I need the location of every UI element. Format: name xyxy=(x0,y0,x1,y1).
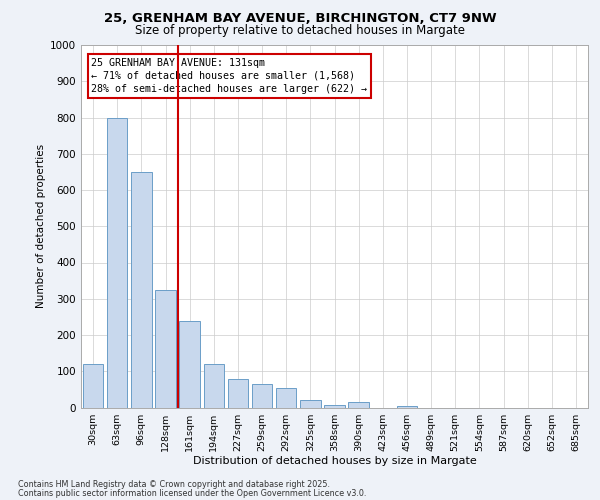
Bar xyxy=(324,404,345,407)
Bar xyxy=(349,402,369,407)
Bar xyxy=(107,118,127,408)
Bar xyxy=(179,320,200,408)
Text: 25, GRENHAM BAY AVENUE, BIRCHINGTON, CT7 9NW: 25, GRENHAM BAY AVENUE, BIRCHINGTON, CT7… xyxy=(104,12,496,26)
Bar xyxy=(131,172,152,408)
X-axis label: Distribution of detached houses by size in Margate: Distribution of detached houses by size … xyxy=(193,456,476,466)
Bar xyxy=(227,378,248,408)
Bar xyxy=(276,388,296,407)
Bar xyxy=(300,400,320,407)
Bar xyxy=(155,290,176,408)
Bar xyxy=(203,364,224,408)
Text: 25 GRENHAM BAY AVENUE: 131sqm
← 71% of detached houses are smaller (1,568)
28% o: 25 GRENHAM BAY AVENUE: 131sqm ← 71% of d… xyxy=(91,58,367,94)
Text: Contains HM Land Registry data © Crown copyright and database right 2025.: Contains HM Land Registry data © Crown c… xyxy=(18,480,330,489)
Bar xyxy=(83,364,103,408)
Bar xyxy=(397,406,417,407)
Y-axis label: Number of detached properties: Number of detached properties xyxy=(36,144,46,308)
Text: Size of property relative to detached houses in Margate: Size of property relative to detached ho… xyxy=(135,24,465,37)
Text: Contains public sector information licensed under the Open Government Licence v3: Contains public sector information licen… xyxy=(18,488,367,498)
Bar xyxy=(252,384,272,407)
